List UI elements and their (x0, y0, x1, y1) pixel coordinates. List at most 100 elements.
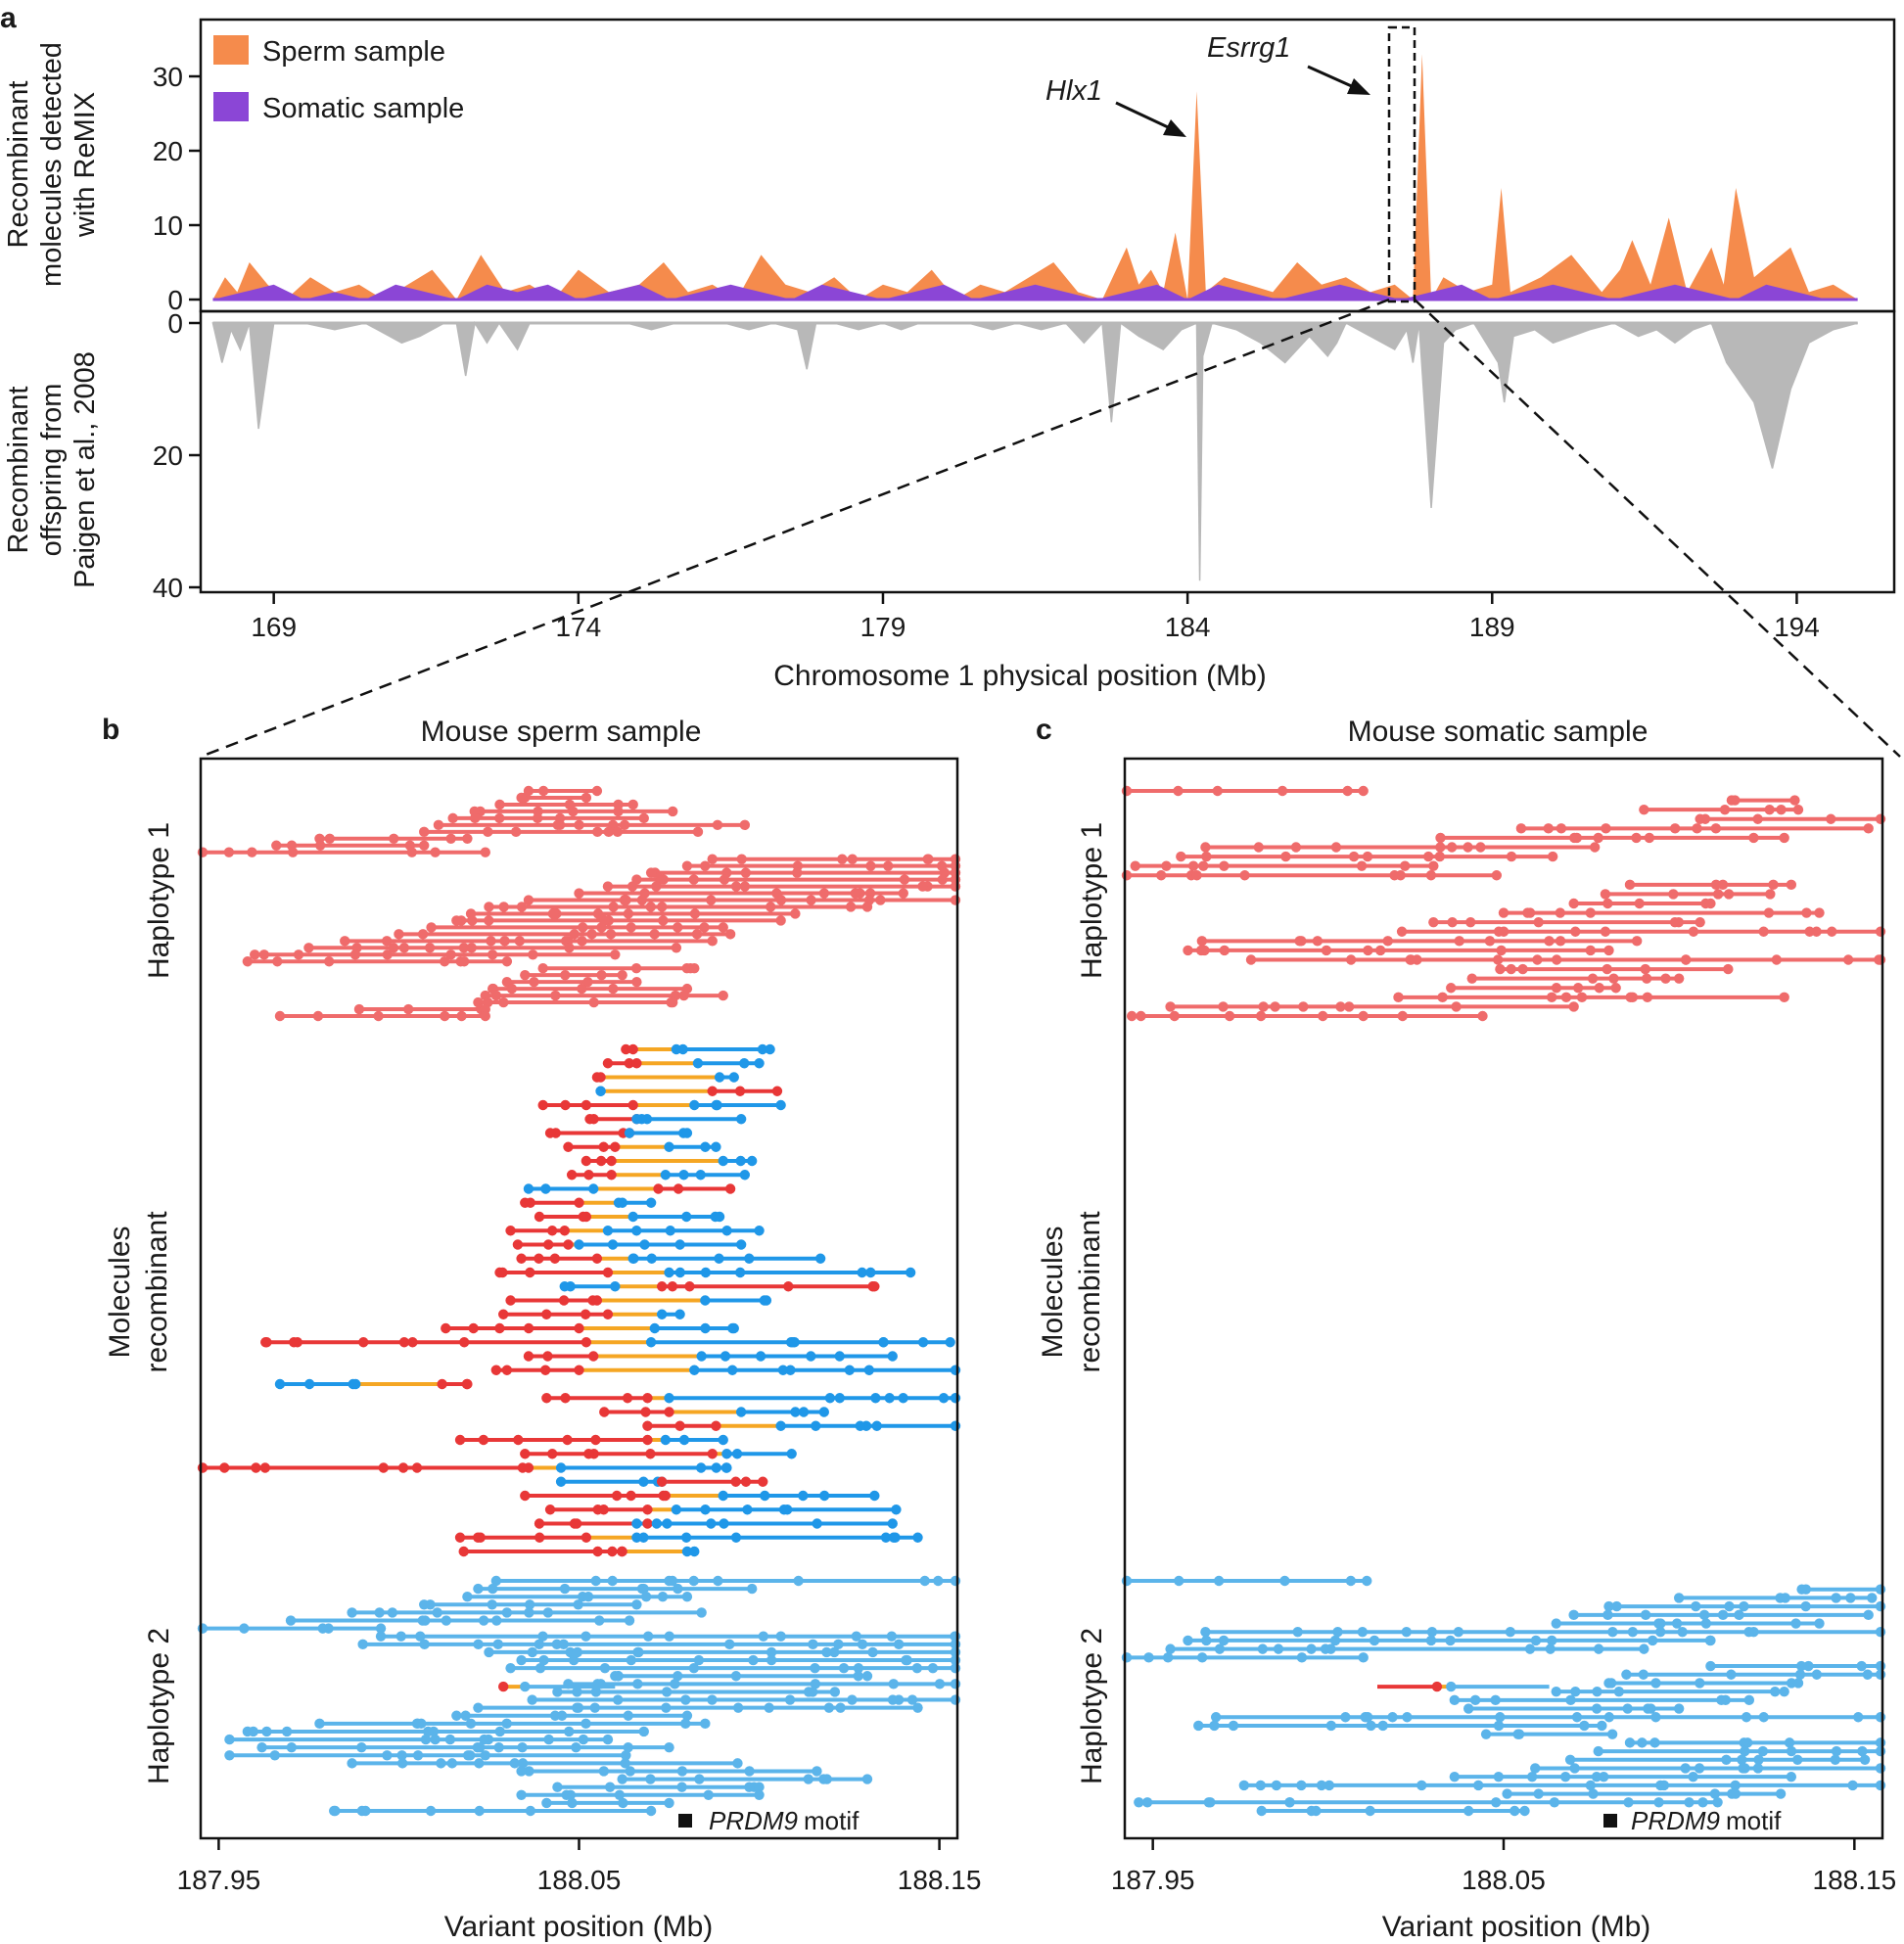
variant-dot (730, 1532, 742, 1543)
variant-dot (1660, 973, 1671, 984)
variant-dot (451, 1710, 462, 1721)
variant-dot (1165, 1001, 1176, 1012)
variant-dot (525, 1267, 535, 1278)
variant-dot (671, 1043, 682, 1055)
variant-dot (912, 1702, 923, 1713)
variant-dot (814, 1253, 826, 1264)
variant-dot (711, 1420, 721, 1431)
variant-dot (608, 902, 619, 912)
variant-dot (542, 1351, 553, 1362)
variant-dot (1752, 1763, 1764, 1774)
variant-dot (430, 847, 441, 857)
variant-dot (1677, 1627, 1688, 1638)
variant-dot (479, 1734, 489, 1745)
variant-dot (1695, 813, 1705, 824)
variant-dot (658, 915, 669, 926)
variant-dot (516, 1253, 527, 1264)
variant-dot (1712, 1797, 1723, 1808)
variant-dot (498, 996, 509, 1008)
variant-dot (835, 1702, 846, 1713)
variant-dot (1201, 1635, 1212, 1646)
variant-dot (1434, 851, 1445, 862)
variant-dot (1312, 936, 1324, 947)
variant-dot (1641, 973, 1652, 984)
variant-dot (1867, 1593, 1878, 1603)
variant-dot (674, 1309, 685, 1319)
variant-dot (617, 1774, 627, 1784)
variant-dot (1416, 1780, 1427, 1791)
prdm9-motif-square-icon (1603, 1814, 1617, 1828)
variant-dot (1739, 1737, 1749, 1748)
variant-dot (730, 1476, 741, 1487)
variant-dot (1697, 1797, 1708, 1808)
paigen-ylabel-line-1: Recombinant (3, 387, 34, 554)
variant-dot (1162, 1652, 1174, 1663)
variant-dot (527, 1694, 537, 1705)
variant-dot (407, 1337, 418, 1348)
variant-dot (824, 1393, 836, 1404)
variant-xtick-label: 188.05 (1462, 1865, 1546, 1895)
variant-dot (473, 1702, 484, 1713)
sperm-area-series (212, 54, 1858, 301)
variant-dot (1691, 1600, 1701, 1612)
variant-dot (1591, 1771, 1602, 1782)
variant-dot (1814, 907, 1825, 918)
variant-dot (1358, 785, 1369, 797)
variant-dot (1466, 973, 1477, 984)
variant-dot (1875, 1600, 1886, 1612)
variant-dot (689, 908, 701, 919)
variant-dot (260, 1337, 271, 1348)
variant-dot (1357, 1627, 1369, 1638)
variant-dot (718, 1155, 728, 1167)
variant-dot (1875, 954, 1886, 965)
variant-dot (865, 860, 876, 871)
remix-y-axis-label: Recombinant molecules detected with ReMI… (3, 42, 101, 287)
variant-dot (1795, 1660, 1807, 1672)
variant-dot (1428, 916, 1439, 928)
variant-dot (680, 1694, 691, 1705)
variant-dot (613, 1197, 625, 1208)
variant-dot (810, 1662, 820, 1674)
variant-dot (250, 949, 260, 960)
variant-dot (1758, 1712, 1769, 1723)
variant-dot (861, 902, 873, 912)
annotation-hlx1: Hlx1 (1045, 75, 1102, 107)
variant-dot (1570, 926, 1581, 937)
variant-dot (911, 1662, 923, 1674)
variant-dot (823, 1702, 835, 1713)
variant-dot (1121, 785, 1133, 797)
variant-dot (1594, 983, 1604, 994)
variant-dot (1187, 860, 1199, 871)
variant-dot (775, 895, 787, 905)
variant-dot (1763, 907, 1775, 918)
variant-dot (912, 1532, 923, 1543)
variant-dot (700, 1267, 712, 1278)
variant-dot (312, 1010, 324, 1022)
variant-dot (516, 902, 528, 912)
variant-dot (665, 1226, 675, 1236)
variant-dot (1311, 1805, 1322, 1817)
sperm-molecule-panel: Mouse sperm sample 187.95 188.05 188.15 Va… (104, 716, 981, 1943)
sperm-row-labels: Haplotype 1 Molecules recombinant Haplot… (104, 822, 175, 1784)
variant-dot (1786, 1771, 1797, 1782)
variant-dot (1603, 1712, 1615, 1723)
variant-dot (1655, 1780, 1666, 1791)
variant-dot (493, 1741, 504, 1753)
variant-dot (592, 908, 604, 919)
variant-dot (520, 969, 531, 981)
variant-dot (293, 949, 304, 960)
variant-dot (1290, 842, 1302, 853)
paigen-ylabel-line-2: offspring from (36, 384, 68, 557)
variant-dot (662, 1518, 673, 1529)
variant-dot (656, 1281, 668, 1292)
variant-dot (739, 881, 751, 892)
variant-dot (758, 1631, 769, 1642)
sperm-hap1-label: Haplotype 1 (143, 822, 175, 979)
variant-dot (1743, 1694, 1755, 1706)
variant-dot (610, 1671, 621, 1682)
variant-dot (596, 969, 607, 981)
variant-dot (790, 1407, 801, 1417)
variant-dot (1602, 963, 1612, 975)
variant-dot (569, 929, 580, 940)
variant-dot (436, 1758, 446, 1769)
